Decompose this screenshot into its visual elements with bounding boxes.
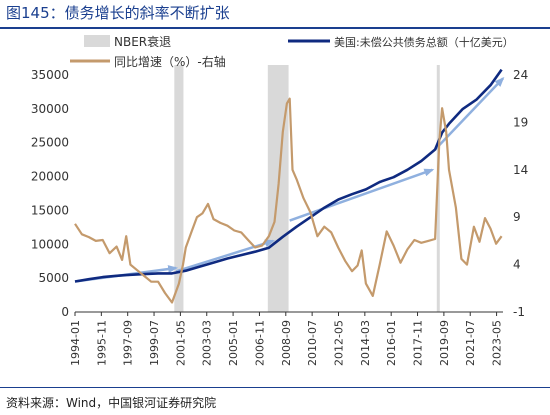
x-tick-label: 2005-01 (227, 320, 240, 366)
x-tick-label: 2012-05 (332, 320, 345, 366)
chart-svg: 0 5000 10000 15000 20000 25000 30000 35000 -1 4 9 1… (31, 34, 528, 366)
left-tick-label: 25000 (31, 136, 69, 150)
left-tick-label: 30000 (31, 102, 69, 116)
left-tick-label: 35000 (31, 68, 69, 82)
title-underline (0, 27, 550, 29)
source-note: 资料来源：Wind，中国银河证券研究院 (6, 396, 217, 410)
right-tick-label: -1 (513, 305, 525, 319)
x-tick-label: 1997-09 (122, 320, 135, 366)
trend-arrow (289, 168, 435, 222)
recession-band (174, 65, 184, 312)
x-tick-label: 1999-07 (148, 320, 161, 366)
legend-label-growth: 同比增速（%）-右轴 (114, 54, 226, 69)
right-tick-label: 9 (513, 210, 521, 224)
growth-series-line (74, 97, 503, 304)
right-tick-label: 19 (513, 115, 528, 129)
left-tick-label: 5000 (38, 271, 69, 285)
x-tick-label: 2016-01 (385, 320, 398, 366)
legend-label-debt: 美国:未偿公共债务总额（十亿美元） (334, 35, 514, 49)
x-tick-label: 1994-01 (69, 320, 82, 366)
right-tick-label: 14 (513, 163, 528, 177)
legend-label-recession: NBER衰退 (114, 34, 171, 49)
x-tick-label: 2003-03 (201, 320, 214, 366)
x-tick-label: 2019-09 (438, 320, 451, 366)
right-tick-label: 24 (513, 68, 528, 82)
x-tick-label: 2014-03 (359, 320, 372, 366)
left-tick-label: 10000 (31, 237, 69, 251)
right-tick-label: 4 (513, 258, 521, 272)
x-tick-label: 2008-09 (280, 320, 293, 366)
x-tick-label: 2021-07 (464, 320, 477, 366)
chart-title: 图145：债务增长的斜率不断扩张 (6, 4, 230, 22)
x-tick-label: 2023-05 (491, 320, 504, 366)
legend-swatch-recession (84, 35, 110, 47)
x-tick-label: 2006-11 (253, 320, 266, 366)
left-tick-label: 20000 (31, 170, 69, 184)
trend-arrow (434, 76, 505, 151)
source-rule (0, 387, 550, 388)
x-tick-label: 2010-07 (306, 320, 319, 366)
left-tick-label: 15000 (31, 203, 69, 217)
x-tick-label: 2001-05 (174, 320, 187, 366)
x-tick-label: 2017-11 (412, 320, 425, 366)
x-tick-label: 1995-11 (95, 320, 108, 366)
left-tick-label: 0 (61, 305, 69, 319)
